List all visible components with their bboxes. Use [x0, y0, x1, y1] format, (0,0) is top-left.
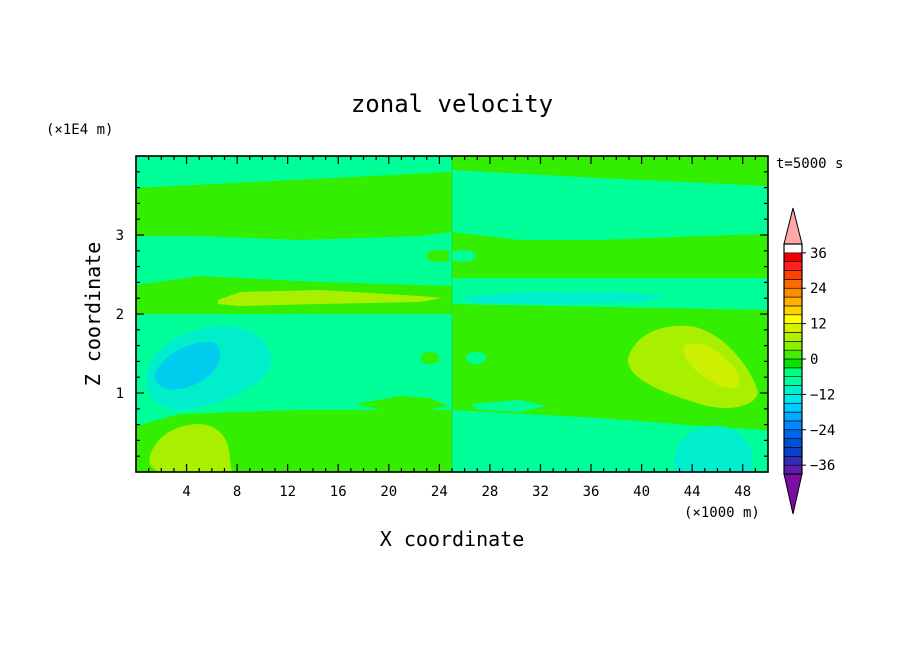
- colorbar-tick-label: −12: [810, 387, 835, 403]
- cell-c: [421, 352, 439, 364]
- vortex-right-inner: [683, 343, 740, 389]
- colorbar-bin: [783, 341, 803, 351]
- colorbar-bin: [783, 464, 803, 475]
- y-tick-label: 2: [116, 307, 124, 323]
- x-tick-label: 28: [481, 484, 498, 500]
- colorbar-tick-label: 24: [810, 281, 827, 297]
- colorbar-tick-label: 12: [810, 317, 827, 333]
- plot-area: [136, 156, 768, 472]
- x-axis: 4 8 12 16 20 24 28 32 36 40 44 48: [148, 156, 756, 500]
- surface-left-blob: [149, 424, 232, 472]
- colorbar-bin: [783, 279, 803, 289]
- cell-a: [426, 250, 454, 262]
- colorbar-extend-low: [783, 473, 803, 515]
- colorbar-bin: [783, 305, 803, 316]
- x-tick-label: 16: [330, 484, 347, 500]
- band-top-right: [452, 156, 768, 186]
- x-axis-label: X coordinate: [380, 527, 525, 551]
- x-tick-label: 40: [633, 484, 650, 500]
- x-tick-label: 36: [583, 484, 600, 500]
- colorbar-bin: [783, 296, 803, 307]
- x-tick-label: 12: [279, 484, 296, 500]
- y-tick-label: 1: [116, 386, 124, 402]
- x-tick-label: 44: [684, 484, 701, 500]
- colorbar-bin: [783, 314, 803, 324]
- time-label: t=5000 s: [776, 156, 843, 172]
- colorbar: 36 24 12 0 −12 −24 −36: [783, 207, 835, 515]
- x-tick-label: 4: [182, 484, 190, 500]
- y-unit-label: (×1E4 m): [46, 122, 113, 138]
- colorbar-bin: [783, 376, 803, 386]
- chart-title: zonal velocity: [351, 90, 553, 118]
- colorbar-tick-label: 36: [810, 246, 827, 262]
- x-unit-label: (×1000 m): [684, 505, 760, 521]
- band-upper-left: [136, 172, 452, 240]
- colorbar-bin: [783, 252, 803, 262]
- cell-b: [448, 250, 476, 262]
- colorbar-bin: [783, 323, 803, 333]
- vortex-left-inner: [154, 342, 221, 390]
- colorbar-bin: [783, 332, 803, 342]
- x-tick-label: 32: [532, 484, 549, 500]
- colorbar-tick-label: −36: [810, 458, 835, 474]
- colorbar-bin: [783, 402, 803, 413]
- colorbar-bin: [783, 456, 803, 466]
- cell-d: [466, 352, 486, 364]
- x-tick-label: 24: [431, 484, 448, 500]
- colorbar-bin: [783, 270, 803, 280]
- y-tick-label: 3: [116, 228, 124, 244]
- colorbar-bin: [783, 358, 803, 369]
- x-tick-label: 8: [233, 484, 241, 500]
- mid-jet-east: [460, 292, 668, 304]
- colorbar-bin: [783, 420, 803, 431]
- colorbar-bin: [783, 394, 803, 404]
- colorbar-bin: [783, 411, 803, 422]
- colorbar-bin: [783, 367, 803, 377]
- cell-e: [356, 396, 448, 412]
- mid-jet-west: [218, 290, 442, 306]
- colorbar-tick-label: −24: [810, 423, 835, 439]
- colorbar-bin: [783, 429, 803, 439]
- colorbar-tick-label: 0: [810, 352, 818, 368]
- surface-right-blob: [674, 425, 753, 472]
- colorbar-bin: [783, 447, 803, 457]
- colorbar-bin: [783, 261, 803, 271]
- colorbar-bin: [783, 385, 803, 395]
- colorbar-bin: [783, 438, 803, 448]
- colorbar-bin: [783, 287, 803, 298]
- colorbar-extend-high: [783, 207, 803, 245]
- cell-f: [470, 400, 546, 412]
- x-tick-label: 48: [734, 484, 751, 500]
- band-upper-right: [452, 232, 768, 278]
- y-axis-label: Z coordinate: [81, 242, 105, 387]
- y-axis: 1 2 3: [116, 171, 768, 457]
- colorbar-bin: [783, 349, 803, 360]
- x-tick-label: 20: [380, 484, 397, 500]
